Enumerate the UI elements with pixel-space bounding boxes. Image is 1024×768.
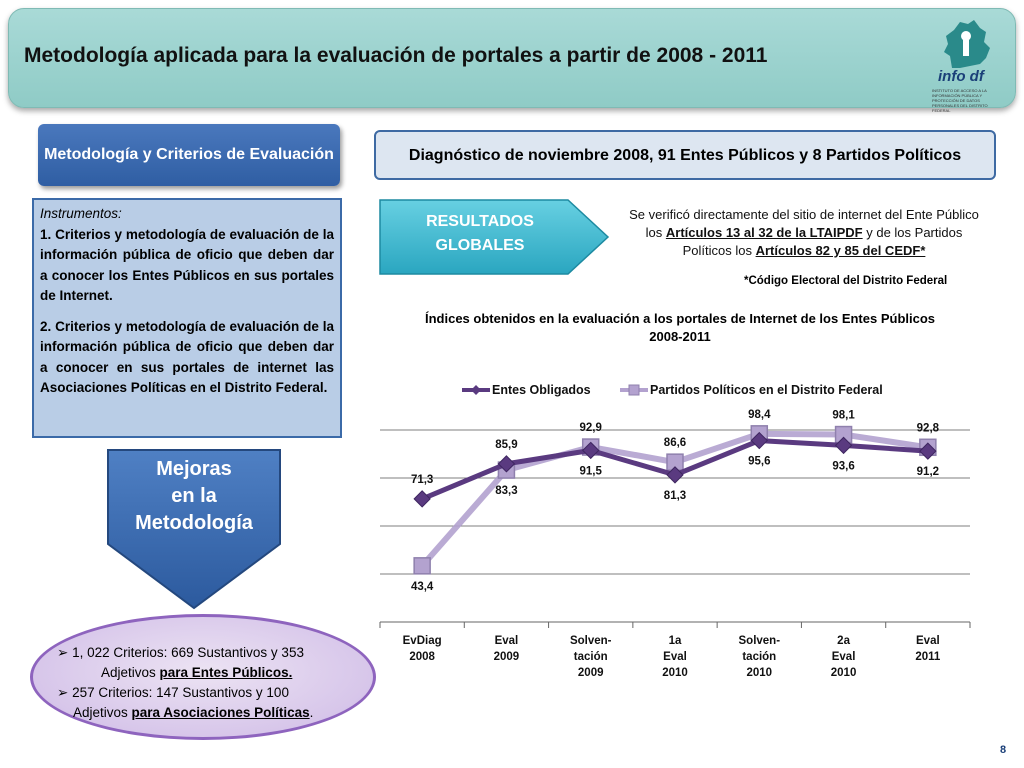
diagnostic-header: Diagnóstico de noviembre 2008, 91 Entes … [374, 130, 996, 180]
footnote-codigo: *Código Electoral del Distrito Federal [744, 275, 948, 287]
mejoras-line-1: Mejoras [156, 458, 232, 480]
chart-title: Índices obtenidos en la evaluación a los… [424, 311, 936, 344]
data-label: 95,6 [748, 456, 770, 468]
resultados-arrow: RESULTADOS GLOBALES [378, 198, 610, 276]
verification-note: Se verificó directamente del sitio de in… [629, 207, 979, 258]
line-chart: EvDiag 2008 Eval 2009 Solven-tación 2009 1a Eva… [379, 383, 971, 679]
resultados-line-1: RESULTADOS [426, 213, 534, 230]
x-tick-label: Solven- [739, 635, 781, 647]
mejoras-line-3: Metodología [135, 512, 253, 534]
logo-subtext: INSTITUTO DE ACCESO A LA INFORMACIÓN PÚB… [932, 88, 988, 113]
data-point [750, 431, 768, 450]
data-point [834, 436, 853, 455]
x-tick-label: EvDiag [403, 635, 442, 647]
method-title: Metodología y Criterios de Evaluación [44, 146, 334, 163]
data-label: 71,3 [411, 474, 433, 486]
x-tick-label: Solven- [570, 635, 612, 647]
data-label: 92,9 [580, 422, 602, 434]
legend-marker [471, 385, 481, 395]
x-tick-label: 2a [837, 635, 850, 647]
data-point [413, 490, 431, 508]
instruments-box: Instrumentos: 1. Criterios y metodología… [32, 198, 342, 438]
instrument-item-2: 2. Criterios y metodología de evaluación… [40, 318, 334, 396]
mejoras-line-2: en la [171, 485, 217, 507]
data-point [413, 557, 431, 575]
x-tick-label: Eval [832, 651, 856, 663]
bullet-arrow-icon: ➢ [57, 645, 69, 660]
data-label: 43,4 [411, 581, 434, 593]
city-map-icon [944, 20, 990, 68]
x-tick-label: 2008 [409, 651, 435, 663]
data-label: 98,1 [832, 410, 855, 422]
bullet-arrow-icon: ➢ [57, 685, 69, 700]
x-tick-label: 2011 [915, 651, 941, 663]
data-label: 92,8 [917, 422, 940, 434]
data-label: 98,4 [748, 409, 771, 421]
x-tick-label: 2009 [578, 667, 604, 679]
legend-marker [628, 384, 640, 396]
criteria-item-1: ➢ 1, 022 Criterios: 669 Sustantivos y 35… [57, 645, 304, 680]
x-tick-label: tación [742, 651, 776, 663]
infodf-logo: info df INSTITUTO DE ACCESO A LA INFORMA… [930, 18, 1002, 113]
data-label: 83,3 [495, 485, 517, 497]
x-tick-label: 2010 [662, 667, 688, 679]
x-tick-label: Eval [916, 635, 940, 647]
data-label: 91,5 [580, 465, 603, 477]
data-label: 86,6 [664, 437, 686, 449]
x-tick-label: 1a [669, 635, 682, 647]
x-tick-label: tación [574, 651, 608, 663]
x-tick-label: Eval [663, 651, 687, 663]
criteria-item-2: ➢ 257 Criterios: 147 Sustantivos y 100 A… [57, 685, 314, 720]
data-point [582, 441, 600, 460]
data-label: 81,3 [664, 490, 686, 502]
data-label: 91,2 [917, 466, 939, 478]
method-criteria-box: Metodología y Criterios de Evaluación [38, 124, 340, 186]
data-label: 93,6 [832, 460, 854, 472]
criteria-ellipse: ➢ 1, 022 Criterios: 669 Sustantivos y 35… [30, 614, 376, 740]
instruments-label: Instrumentos: [40, 206, 122, 221]
resultados-line-2: GLOBALES [435, 237, 525, 254]
logo-text: info df [938, 68, 984, 85]
page-title: Metodología aplicada para la evaluación … [24, 44, 768, 67]
x-tick-label: 2010 [831, 667, 857, 679]
legend-label: Entes Obligados [492, 383, 591, 397]
data-point [497, 455, 516, 473]
page-number: 8 [1000, 744, 1007, 756]
data-point [666, 466, 684, 484]
x-tick-label: Eval [495, 635, 519, 647]
header-bar [8, 8, 1016, 108]
instrument-item-1: 1. Criterios y metodología de evaluación… [40, 226, 334, 304]
data-label: 85,9 [495, 439, 517, 451]
mejoras-arrow: Mejoras en la Metodología [106, 448, 282, 610]
x-tick-label: 2009 [494, 651, 520, 663]
diagnostic-title: Diagnóstico de noviembre 2008, 91 Entes … [408, 146, 962, 164]
legend-label: Partidos Políticos en el Distrito Federa… [650, 383, 883, 397]
data-point [919, 442, 937, 460]
x-tick-label: 2010 [746, 667, 772, 679]
